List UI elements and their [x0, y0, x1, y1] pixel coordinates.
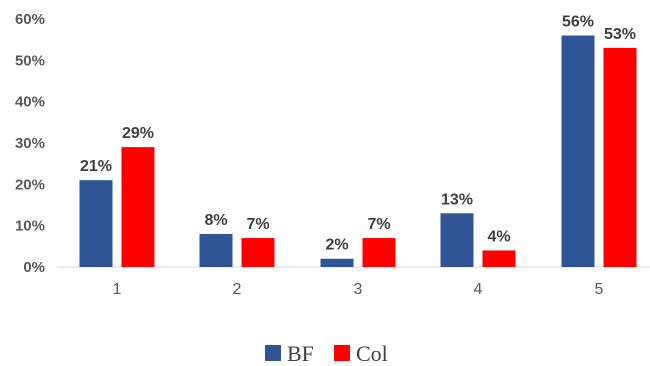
y-tick-label: 40%: [15, 94, 45, 111]
legend-swatch-bf: [265, 345, 281, 361]
y-tick-label: 20%: [15, 176, 45, 193]
bar-bf-5: [561, 35, 595, 268]
bar-col-2: [241, 238, 275, 267]
y-axis-tick-labels: 0% 10% 20% 30% 40% 50% 60%: [15, 11, 45, 276]
bar-bf-4: [440, 213, 474, 267]
bar-col-3: [362, 238, 396, 267]
data-label-col-3: 7%: [367, 216, 390, 233]
data-label-bf-2: 8%: [204, 212, 227, 229]
legend-label-col: Col: [356, 341, 388, 366]
legend-label-bf: BF: [287, 341, 314, 366]
x-tick-label: 4: [474, 281, 483, 298]
data-label-col-2: 7%: [246, 216, 269, 233]
x-tick-label: 2: [233, 281, 242, 298]
data-label-col-4: 4%: [487, 228, 510, 245]
bar-col-5: [603, 47, 637, 267]
data-label-bf-5: 56%: [562, 14, 594, 31]
y-tick-label: 30%: [15, 135, 45, 152]
data-label-bf-3: 2%: [325, 237, 348, 254]
x-axis-tick-labels: 1 2 3 4 5: [113, 281, 604, 298]
data-label-bf-4: 13%: [441, 191, 473, 208]
x-tick-label: 1: [113, 281, 122, 298]
data-label-col-1: 29%: [122, 125, 154, 142]
legend: BF Col: [265, 341, 388, 366]
data-label-col-5: 53%: [604, 26, 636, 43]
legend-swatch-col: [334, 345, 350, 361]
bar-group: [79, 35, 637, 268]
y-tick-label: 0%: [23, 259, 45, 276]
data-label-bf-1: 21%: [80, 158, 112, 175]
data-labels: 21% 29% 8% 7% 2% 7% 13% 4% 56% 53%: [80, 14, 636, 254]
bar-col-1: [121, 147, 155, 267]
y-tick-label: 50%: [15, 52, 45, 69]
bar-bf-2: [199, 233, 233, 267]
bar-col-4: [482, 250, 516, 267]
bar-bf-1: [79, 180, 113, 267]
x-tick-label: 5: [595, 281, 604, 298]
x-tick-label: 3: [354, 281, 363, 298]
y-tick-label: 10%: [15, 218, 45, 235]
bar-bf-3: [320, 258, 354, 267]
y-tick-label: 60%: [15, 11, 45, 28]
